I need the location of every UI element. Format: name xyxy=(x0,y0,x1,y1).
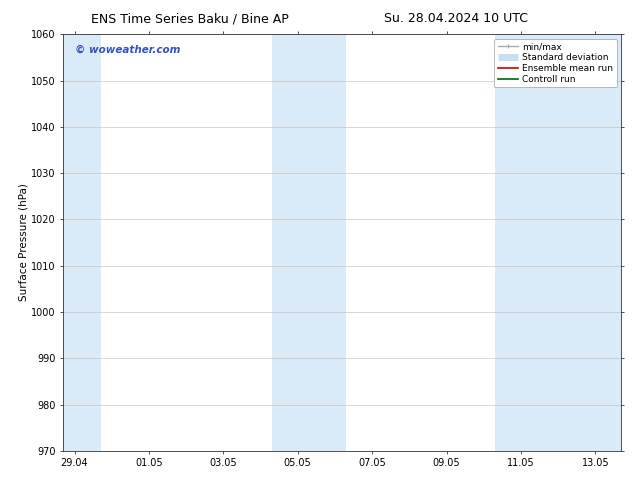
Bar xyxy=(63,34,101,451)
Legend: min/max, Standard deviation, Ensemble mean run, Controll run: min/max, Standard deviation, Ensemble me… xyxy=(495,39,617,87)
Y-axis label: Surface Pressure (hPa): Surface Pressure (hPa) xyxy=(18,184,29,301)
Text: © woweather.com: © woweather.com xyxy=(75,45,180,55)
Text: ENS Time Series Baku / Bine AP: ENS Time Series Baku / Bine AP xyxy=(91,12,289,25)
Bar xyxy=(495,34,621,451)
Bar xyxy=(272,34,346,451)
Text: Su. 28.04.2024 10 UTC: Su. 28.04.2024 10 UTC xyxy=(384,12,529,25)
